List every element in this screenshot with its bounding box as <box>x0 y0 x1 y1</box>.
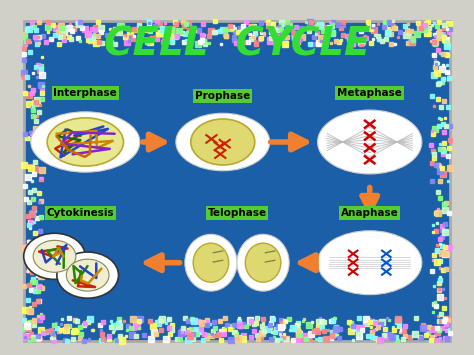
Ellipse shape <box>57 252 118 298</box>
Ellipse shape <box>318 110 422 174</box>
Ellipse shape <box>31 112 140 172</box>
Text: Anaphase: Anaphase <box>341 208 399 218</box>
Ellipse shape <box>193 243 228 282</box>
Ellipse shape <box>191 119 255 165</box>
Text: Metaphase: Metaphase <box>337 88 402 98</box>
Text: CELL  CYCLE: CELL CYCLE <box>104 25 370 64</box>
Text: Telophase: Telophase <box>208 208 266 218</box>
Ellipse shape <box>318 231 422 295</box>
Ellipse shape <box>246 243 281 282</box>
Ellipse shape <box>176 113 270 171</box>
Text: Interphase: Interphase <box>54 88 117 98</box>
Ellipse shape <box>33 240 76 272</box>
Ellipse shape <box>237 234 289 291</box>
Text: Prophase: Prophase <box>195 91 250 102</box>
Ellipse shape <box>66 259 109 291</box>
Ellipse shape <box>185 234 237 291</box>
Ellipse shape <box>47 118 123 166</box>
Ellipse shape <box>24 233 85 279</box>
Text: Cytokinesis: Cytokinesis <box>47 208 114 218</box>
